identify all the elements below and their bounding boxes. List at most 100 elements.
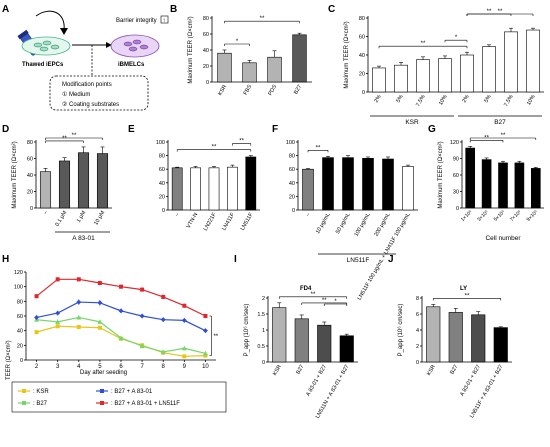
panel-h-marker xyxy=(139,313,145,319)
panel-b-y-tick-label: 60 xyxy=(203,32,209,38)
panel-h-marker xyxy=(34,294,39,299)
panel-c-ylabel: Maximum TEER (Ω×cm²) xyxy=(344,21,350,88)
panel-letter-j: J xyxy=(388,254,394,265)
panel-j-y-tick-label: 6 xyxy=(416,312,419,318)
panel-g-category-label: 3×10⁵ xyxy=(476,209,490,223)
panel-h-legend-marker xyxy=(100,389,104,393)
panel-j-bar xyxy=(493,327,508,363)
panel-h-marker xyxy=(34,330,39,335)
panel-h-marker xyxy=(118,308,124,314)
panel-c-significance-label: ** xyxy=(498,9,503,15)
panel-h-legend-marker xyxy=(22,389,26,393)
panel-i-y-tick-label: 2 xyxy=(262,296,265,302)
panel-b-bar xyxy=(292,34,307,83)
panel-g-bar xyxy=(465,147,476,209)
panel-h-legend-label: : B27 xyxy=(33,401,48,407)
panel-j-significance-label: ** xyxy=(465,293,470,299)
panel-h-y-tick-label: 60 xyxy=(17,314,23,320)
panel-g-category-label: 7×10⁵ xyxy=(509,209,523,223)
panel-e-bar xyxy=(245,156,257,211)
panel-g-y-tick-label: 0 xyxy=(456,206,459,212)
panel-e-bar xyxy=(227,166,238,211)
modification-points-box xyxy=(49,75,149,111)
panel-j-ylabel: P_app (10⁶ cm/sec) xyxy=(397,304,404,357)
panel-letter-b: B xyxy=(170,4,177,15)
panel-j-bar xyxy=(471,314,486,363)
panel-h-ylabel: TEER (Ω×cm²) xyxy=(6,340,12,380)
panel-d-y-tick-label: 80 xyxy=(27,140,33,146)
panel-g-y-tick-label: 120 xyxy=(450,140,459,146)
thaw-arrow-icon xyxy=(35,10,65,31)
panel-e-y-tick-label: 40 xyxy=(159,181,165,187)
panel-g-y-tick-label: 90 xyxy=(453,157,459,163)
panel-b-bar xyxy=(217,52,232,83)
panel-h-marker xyxy=(76,314,82,320)
modification-points-title: Modification points xyxy=(62,82,112,88)
panel-e-category-label: – xyxy=(174,211,181,217)
panel-f-y-tick-label: 100 xyxy=(286,140,295,146)
panel-g-ylabel: Maximum TEER (Ω×cm²) xyxy=(438,141,444,208)
panel-h-marker xyxy=(97,281,102,285)
panel-h-marker xyxy=(119,284,123,289)
panel-i-y-tick-label: 1.5 xyxy=(257,312,265,318)
panel-b-category-label: PDS xyxy=(267,84,278,97)
panel-a-schematic: Thawed iEPCs Barrier integrity ↑ iBMELCs… xyxy=(17,10,169,111)
panel-h-marker xyxy=(181,345,187,351)
panel-b-category-label: B27 xyxy=(293,84,303,95)
panel-c-significance-label: ** xyxy=(487,9,492,15)
panel-d-category-label: 1 μM xyxy=(76,210,88,224)
panel-h-x-tick-label: 6 xyxy=(119,364,123,370)
panel-g-category-label: 9×10⁵ xyxy=(526,209,540,223)
panel-f-category-label: 200 μg/mL xyxy=(373,212,391,238)
panel-h-marker xyxy=(55,310,61,316)
panel-i-significance-label: ** xyxy=(311,292,316,298)
panel-h-x-tick-label: 4 xyxy=(77,364,81,370)
panel-letter-g: G xyxy=(428,124,436,135)
panel-d-category-label: 10 μM xyxy=(93,210,106,227)
panel-h-marker xyxy=(160,349,166,354)
panel-h-legend-marker xyxy=(100,401,104,405)
panel-c-bar xyxy=(460,54,474,93)
panel-j-bar xyxy=(426,306,441,363)
panel-c-y-tick-label: 40 xyxy=(359,53,365,59)
panel-h-marker xyxy=(34,314,40,320)
panel-b-y-tick-label: 0 xyxy=(206,80,209,86)
panel-b-bar xyxy=(242,62,257,83)
panel-c-category-label: 7.5% xyxy=(503,94,515,108)
panel-f-significance-label: ** xyxy=(316,145,321,151)
panel-i-significance-label: ** xyxy=(322,298,327,304)
panel-c-y-tick-label: 20 xyxy=(359,72,365,78)
panel-c-category-label: 5% xyxy=(484,94,493,104)
panel-f-category-label: 100 μg/mL xyxy=(353,212,371,238)
panel-h-marker xyxy=(203,314,208,318)
panel-h-legend-box xyxy=(11,381,227,413)
panel-c-y-tick-label: 60 xyxy=(359,35,365,41)
panel-j-category-label: KSR xyxy=(426,364,437,377)
differentiation-arrow-icon xyxy=(106,42,112,48)
panel-d-bar xyxy=(96,153,109,209)
panel-h-marker xyxy=(203,353,208,358)
panel-d-bar xyxy=(39,171,52,209)
panel-d-y-tick-label: 0 xyxy=(30,206,33,212)
panel-f-bar xyxy=(402,166,414,211)
modification-point-coating: ② Coating substrates xyxy=(62,101,119,108)
panel-h-significance-label: ** xyxy=(213,334,218,340)
panel-h-legend-marker xyxy=(22,401,26,405)
panel-f-bar xyxy=(302,168,314,211)
panel-b-ylabel: Maximum TEER (Ω×cm²) xyxy=(188,16,194,83)
panel-i-category-label: A 83-01 + B27 xyxy=(305,364,328,397)
panel-h-xlabel: Day after seeding xyxy=(80,370,127,376)
panel-c-group-label: KSR xyxy=(405,119,419,126)
up-arrow-icon: ↑ xyxy=(163,18,166,24)
panel-b-category-label: KSR xyxy=(217,84,228,97)
panel-e-y-tick-label: 20 xyxy=(159,194,165,200)
panel-j-category-label: A 83-01 + B27 xyxy=(459,364,482,397)
panel-g-bar xyxy=(530,168,541,209)
panel-h-series-line xyxy=(36,316,206,354)
panel-i-bar xyxy=(317,324,332,363)
panel-d-y-tick-label: 40 xyxy=(27,173,33,179)
panel-c-bar xyxy=(526,29,540,93)
panel-e-category-label: LN221F xyxy=(203,211,218,232)
panel-h-x-tick-label: 9 xyxy=(183,364,187,370)
